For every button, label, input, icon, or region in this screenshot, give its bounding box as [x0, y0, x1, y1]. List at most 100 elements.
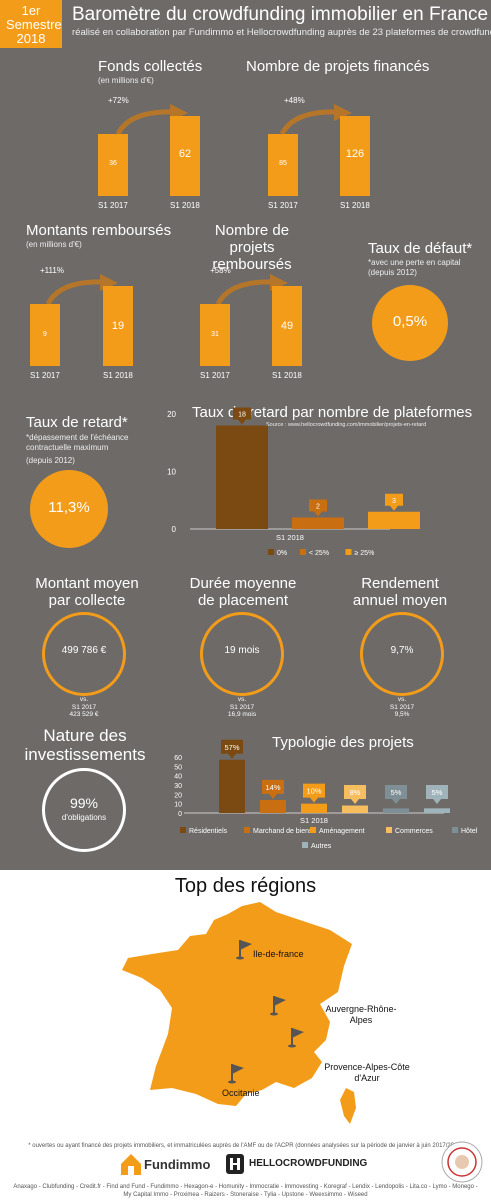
retard-chart-data-callout [309, 499, 327, 517]
duree-moyenne-title-line2: de placement [197, 592, 289, 609]
typologie-chart-legend-label: Résidentiels [189, 828, 228, 835]
projets-bar-2017: 85 [268, 134, 298, 196]
retard-chart-data-label: 2 [316, 504, 320, 511]
region-label-ara: Auvergne-Rhône- Alpes [306, 1004, 416, 1026]
projets-value-2018: 126 [345, 148, 365, 160]
typologie-chart: 0 10 20 30 40 50 60 57% 14% 10% 8% 5% 5% S1 2018 Résid… [174, 739, 478, 850]
rendement-moyen-value: 9,7% [390, 645, 414, 656]
fundimmo-logo-icon [121, 1154, 141, 1175]
typologie-chart-data-callout [385, 785, 407, 804]
projets-rembourses-value-2017: 31 [211, 331, 219, 338]
fonds-growth: +72% [108, 96, 129, 105]
typologie-chart-ytick: 10 [174, 802, 182, 809]
retard-chart-legend-swatch [268, 549, 274, 555]
rendement-moyen-period: S1 2017 [389, 703, 415, 711]
typologie-chart-legend-swatch [302, 842, 308, 848]
rembourses-label-2017: S1 2017 [30, 371, 60, 380]
region-label-paca-line1: Provence-Alpes-Côte [324, 1062, 410, 1072]
partner-seal-icon [441, 1141, 483, 1183]
regions-title: Top des régions [174, 875, 317, 897]
projets-value-2017: 85 [279, 160, 287, 167]
typologie-chart-legend-swatch [310, 827, 316, 833]
typologie-chart-legend-label: Marchand de biens [253, 828, 313, 835]
flag-paca-icon [288, 1028, 304, 1048]
rembourses-label-2018: S1 2018 [103, 371, 133, 380]
retard-note-line3: (depuis 2012) [26, 456, 75, 465]
typologie-chart-legend-swatch [244, 827, 250, 833]
retard-chart: 0 10 20 18 2 3 S1 2018 0% < 25% ≥ 25% [167, 407, 420, 557]
fonds-unit: (en millions d'€) [98, 76, 154, 85]
nature-title: Nature des investissements [10, 726, 160, 764]
fonds-value-2018: 62 [178, 148, 192, 160]
retard-chart-data-callout [233, 407, 251, 425]
montant-moyen-compare: vs. S1 2017 423 529 € [42, 696, 126, 719]
retard-chart-legend-swatch [345, 549, 352, 555]
montant-moyen-ring: 499 786 € [42, 612, 126, 696]
region-label-ara-line1: Auvergne-Rhône- [325, 1004, 397, 1014]
france-mainland-shape [122, 902, 352, 1106]
region-label-occitanie: Occitanie [222, 1088, 260, 1098]
typologie-chart-ytick: 20 [174, 792, 182, 799]
retard-chart-legend-label: 0% [277, 550, 287, 557]
duree-moyenne-title: Durée moyenne de placement [178, 575, 308, 609]
projets-rembourses-title-line2: remboursés [212, 256, 292, 273]
projets-growth-arrow-icon [279, 104, 352, 136]
projets-rembourses-bar-2017: 31 [200, 304, 230, 366]
typologie-chart-legend-swatch [386, 827, 392, 833]
rembourses-title: Montants remboursés [26, 222, 172, 239]
defaut-value-circle: 0,5% [372, 285, 448, 361]
flag-occitanie-icon [228, 1064, 244, 1084]
typologie-chart-ytick: 60 [174, 755, 182, 762]
page-title: Baromètre du crowdfunding immobilier en … [72, 4, 489, 25]
fundimmo-logo-text: Fundimmo [144, 1157, 211, 1172]
montant-moyen-title: Montant moyen par collecte [22, 575, 152, 609]
duree-moyenne-ring: 19 mois [200, 612, 284, 696]
hellocrowdfunding-logo-icon [226, 1154, 244, 1174]
fonds-bar-2017: 36 [98, 134, 128, 196]
projets-label-2017: S1 2017 [268, 201, 298, 210]
duree-moyenne-period: S1 2017 [229, 703, 255, 711]
projets-rembourses-label-2018: S1 2018 [272, 371, 302, 380]
typologie-chart-bar [219, 759, 245, 813]
typologie-chart-data-label: 5% [432, 788, 443, 797]
retard-note-line2: contractuelle maximum [26, 443, 109, 452]
montant-moyen-period: S1 2017 [71, 703, 97, 711]
fonds-value-2017: 36 [109, 160, 117, 167]
typologie-chart-data-callout [262, 779, 284, 799]
projets-rembourses-value-2018: 49 [280, 320, 294, 332]
footer-note: * ouvertes ou ayant financé des projets … [28, 1143, 463, 1149]
typologie-chart-data-label: 10% [306, 787, 321, 796]
region-label-paca-line2: d'Azur [354, 1073, 380, 1083]
corsica-shape [340, 1088, 356, 1124]
semester-badge: 1er Semestre 2018 [0, 0, 62, 48]
rembourses-bar-2017: 9 [30, 304, 60, 366]
rendement-moyen-compare: vs. S1 2017 9,5% [360, 696, 444, 719]
typologie-chart-ytick: 40 [174, 774, 182, 781]
retard-chart-legend-label: ≥ 25% [355, 550, 375, 557]
rembourses-value-2017: 9 [43, 331, 47, 338]
rembourses-growth: +111% [40, 266, 64, 275]
fonds-bar-2018: 62 [170, 116, 200, 196]
typologie-chart-data-label: 8% [350, 788, 361, 797]
typologie-chart-data-callout [344, 785, 366, 804]
fonds-label-2017: S1 2017 [98, 201, 128, 210]
retard-chart-data-callout [385, 493, 403, 511]
projets-rembourses-title-line1: Nombre de projets [214, 222, 290, 256]
retard-chart-ytick: 0 [172, 525, 177, 534]
montant-moyen-vs: vs. [79, 696, 89, 703]
typologie-chart-bar [424, 808, 450, 813]
projets-rembourses-growth: +58% [210, 266, 231, 275]
fundimmo-logo: Fundimmo [120, 1152, 212, 1176]
retard-chart-category: S1 2018 [276, 533, 304, 542]
projets-rembourses-label-2017: S1 2017 [200, 371, 230, 380]
nature-title-line1: Nature des [43, 726, 127, 745]
projets-rembourses-bar-2018: 49 [272, 286, 302, 366]
typologie-chart-data-callout [303, 783, 325, 803]
retard-title: Taux de retard* [26, 414, 128, 431]
rendement-moyen-title-line1: Rendement [361, 575, 439, 592]
rendement-moyen-prev: 9,5% [394, 711, 410, 718]
typologie-chart-bar [260, 799, 286, 813]
projets-bar-2018: 126 [340, 116, 370, 196]
retard-chart-legend-label: < 25% [309, 550, 329, 557]
